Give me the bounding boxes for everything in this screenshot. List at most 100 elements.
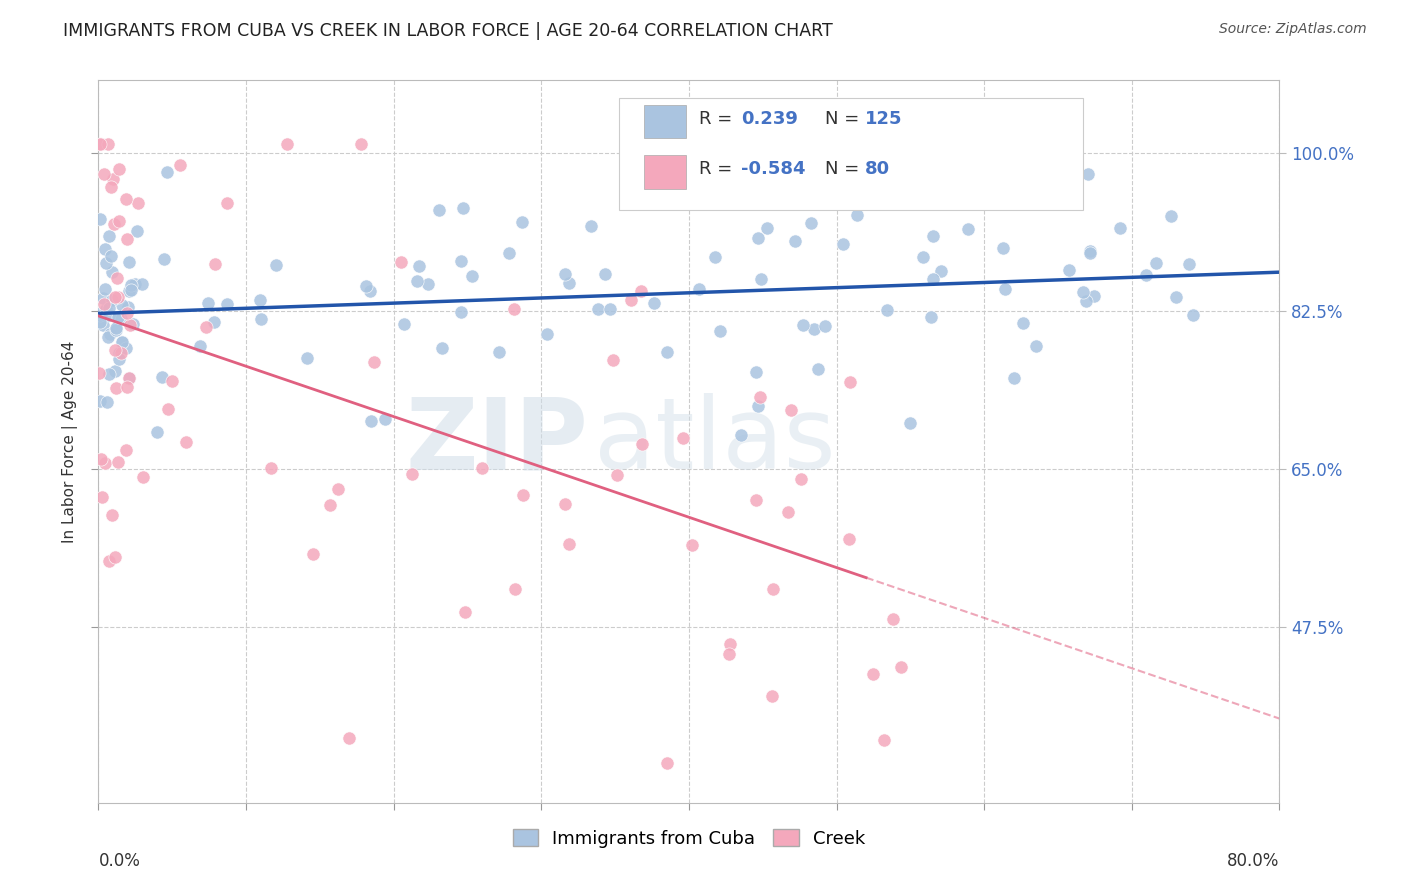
Point (655, 756, 678, 770)
Point (405, 274, 427, 288)
Point (579, 219, 602, 233)
Point (98, 553, 121, 567)
Point (401, 467, 423, 482)
Point (557, 537, 579, 551)
Point (554, 267, 576, 281)
Point (780, 403, 803, 417)
Point (882, 612, 904, 626)
Point (730, 427, 752, 442)
Point (620, 293, 643, 307)
Point (350, 136, 373, 151)
Point (360, 414, 382, 428)
Point (606, 467, 628, 482)
Point (89, 308, 111, 322)
Point (1076, 293, 1098, 308)
Point (105, 323, 128, 337)
Point (749, 272, 772, 286)
Point (1002, 371, 1025, 385)
Point (188, 339, 211, 353)
Point (118, 371, 141, 385)
Text: 125: 125 (865, 110, 903, 128)
Point (295, 351, 318, 366)
Point (929, 263, 952, 277)
Point (454, 605, 477, 619)
Point (302, 547, 325, 561)
Point (127, 196, 149, 211)
Point (90, 136, 112, 151)
Point (1178, 257, 1201, 271)
Point (101, 293, 124, 307)
Point (118, 284, 141, 298)
Point (1109, 221, 1132, 235)
Point (94, 256, 117, 270)
Text: 0.239: 0.239 (741, 110, 797, 128)
Text: 80.0%: 80.0% (1227, 852, 1279, 870)
Point (1078, 245, 1101, 260)
Point (1135, 268, 1157, 282)
Point (174, 434, 197, 449)
Point (374, 412, 396, 426)
Point (145, 425, 167, 440)
Point (792, 318, 814, 333)
Point (912, 250, 935, 264)
Point (1166, 289, 1188, 303)
Point (108, 346, 131, 360)
Point (744, 366, 766, 380)
Point (156, 401, 179, 416)
Point (498, 245, 520, 260)
Point (1160, 209, 1182, 223)
Point (709, 325, 731, 339)
Point (790, 472, 813, 486)
Point (747, 399, 769, 413)
Point (101, 508, 124, 523)
Point (557, 276, 579, 290)
Point (91, 291, 114, 305)
Point (118, 255, 141, 269)
Point (418, 277, 440, 291)
Point (778, 505, 800, 519)
Point (326, 482, 349, 496)
Point (631, 436, 654, 450)
Point (1071, 285, 1094, 299)
Point (922, 228, 945, 243)
Point (101, 265, 124, 279)
Point (502, 302, 524, 317)
Text: IMMIGRANTS FROM CUBA VS CREEK IN LABOR FORCE | AGE 20-64 CORRELATION CHART: IMMIGRANTS FROM CUBA VS CREEK IN LABOR F… (63, 22, 832, 40)
Point (510, 215, 533, 229)
Point (264, 259, 287, 273)
Point (115, 443, 138, 458)
Point (153, 252, 176, 266)
Point (807, 362, 830, 376)
Point (898, 417, 921, 431)
Point (655, 345, 678, 359)
Point (204, 257, 226, 271)
Point (599, 301, 621, 316)
Point (761, 689, 783, 703)
Point (356, 279, 378, 293)
Point (681, 538, 703, 552)
Point (451, 201, 474, 215)
Point (450, 254, 472, 268)
Point (783, 186, 806, 201)
Point (87, 366, 110, 380)
Point (503, 582, 526, 596)
Point (107, 214, 129, 228)
Point (127, 224, 149, 238)
Point (98, 301, 121, 315)
Point (115, 193, 138, 207)
Point (745, 492, 768, 507)
Point (97, 308, 120, 322)
Point (194, 320, 217, 334)
Point (98, 327, 121, 342)
Point (554, 497, 576, 511)
Point (785, 234, 807, 248)
Point (93, 296, 115, 310)
Point (862, 666, 884, 681)
Point (150, 369, 173, 384)
Point (994, 282, 1017, 296)
Point (97, 136, 120, 151)
Point (121, 317, 143, 331)
Point (104, 550, 127, 565)
Point (96, 395, 118, 409)
Point (117, 300, 139, 314)
